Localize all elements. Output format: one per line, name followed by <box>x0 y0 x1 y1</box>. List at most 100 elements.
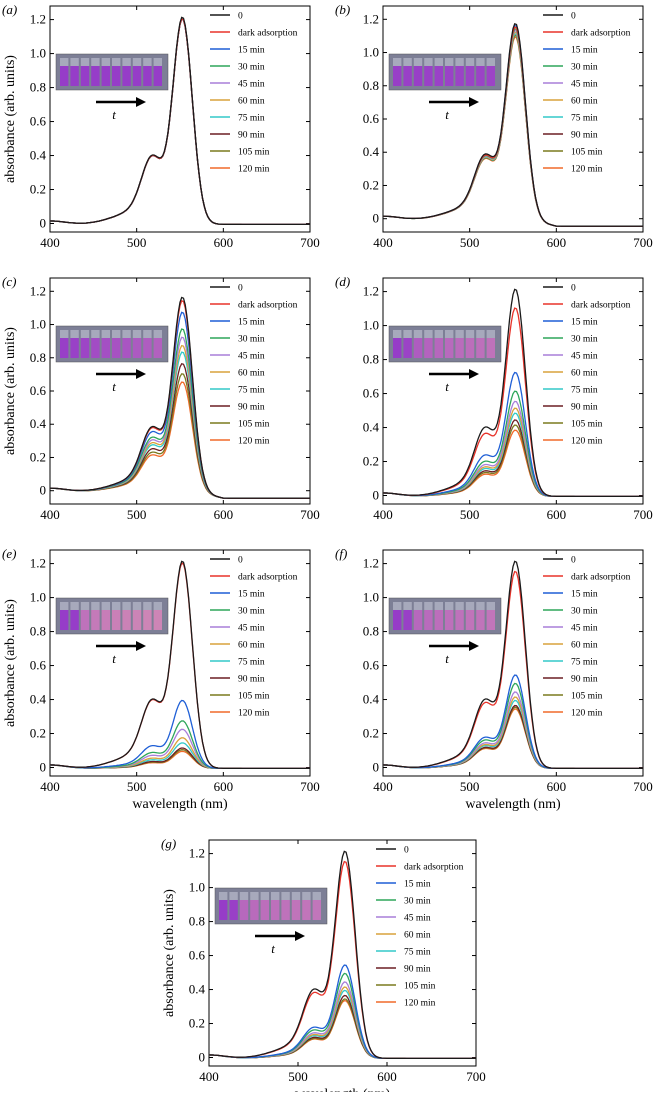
cuvette <box>393 610 402 630</box>
cuvette <box>250 900 259 920</box>
cuvette <box>219 900 228 920</box>
time-arrow-label: t <box>112 107 116 122</box>
cuvette-cap <box>302 892 311 900</box>
y-tick-label: 0.4 <box>30 148 47 163</box>
legend-label: 75 min <box>238 658 265 668</box>
cuvette-cap <box>153 58 162 66</box>
cuvette-cap <box>291 892 301 900</box>
cuvette-cap <box>70 330 79 338</box>
cuvette <box>101 66 110 86</box>
y-tick-label: 0 <box>40 216 47 231</box>
x-tick-label: 400 <box>373 779 393 794</box>
x-tick-label: 400 <box>40 779 60 794</box>
series-line <box>209 994 476 1060</box>
legend-label: 90 min <box>571 675 598 685</box>
cuvette <box>445 610 454 630</box>
legend-label: 120 min <box>571 709 603 719</box>
cuvette <box>455 610 464 630</box>
legend-label: 30 min <box>238 607 265 617</box>
cuvette <box>91 610 100 630</box>
cuvette-cap <box>122 330 131 338</box>
series-line <box>50 750 310 770</box>
cuvette-cap <box>101 602 110 610</box>
y-tick-label: 0.4 <box>30 416 47 431</box>
x-tick-label: 500 <box>460 779 480 794</box>
cuvette-cap <box>132 602 142 610</box>
cuvette-inset-photo <box>388 597 502 635</box>
cuvette-cap <box>403 602 412 610</box>
cuvette <box>393 66 402 86</box>
cuvette <box>291 900 301 920</box>
x-tick-label: 500 <box>127 507 147 522</box>
legend-label: 15 min <box>571 46 598 56</box>
legend-label: 60 min <box>404 931 431 941</box>
y-tick-label: 0.4 <box>363 420 380 435</box>
cuvette-cap <box>271 892 280 900</box>
x-tick-label: 500 <box>460 235 480 250</box>
y-tick-label: 1.0 <box>189 880 205 895</box>
cuvette <box>70 610 79 630</box>
series-line <box>50 18 310 226</box>
series-line <box>383 22 643 227</box>
cuvette <box>424 338 433 358</box>
cuvette <box>153 66 162 86</box>
legend-label: 120 min <box>404 999 436 1009</box>
legend-label: 75 min <box>404 948 431 958</box>
legend-label: 30 min <box>238 63 265 73</box>
cuvette-cap <box>153 602 162 610</box>
x-tick-label: 600 <box>547 507 567 522</box>
cuvette-cap <box>80 330 90 338</box>
cuvette <box>424 610 433 630</box>
x-tick-label: 600 <box>214 235 234 250</box>
cuvette <box>413 610 423 630</box>
cuvette-cap <box>112 602 121 610</box>
cuvette <box>80 338 90 358</box>
y-tick-label: 0.8 <box>363 78 379 93</box>
y-tick-label: 0.2 <box>363 177 379 192</box>
time-arrow-label: t <box>445 379 449 394</box>
x-tick-label: 400 <box>373 235 393 250</box>
y-tick-label: 0.2 <box>30 449 46 464</box>
cuvette-cap <box>60 58 69 66</box>
cuvette-cap <box>91 602 100 610</box>
cuvette-cap <box>312 892 321 900</box>
legend-label: 105 min <box>238 692 270 702</box>
legend-label: 90 min <box>571 403 598 413</box>
cuvette <box>260 900 269 920</box>
panel-label: (e) <box>2 546 16 561</box>
cuvette <box>91 338 100 358</box>
cuvette-cap <box>70 602 79 610</box>
x-tick-label: 600 <box>377 1069 397 1084</box>
cuvette-cap <box>122 58 131 66</box>
legend-label: 0 <box>404 846 409 856</box>
cuvette-inset-photo <box>55 53 169 91</box>
cuvette-cap <box>153 330 162 338</box>
cuvette <box>465 338 475 358</box>
cuvette-cap <box>91 58 100 66</box>
legend-label: dark adsorption <box>571 301 631 311</box>
y-tick-label: 0 <box>373 760 380 775</box>
cuvette-cap <box>101 58 110 66</box>
series-line <box>50 742 310 770</box>
legend-label: 75 min <box>571 386 598 396</box>
curves-group <box>383 22 643 227</box>
legend-label: 90 min <box>238 675 265 685</box>
plot-frame <box>49 549 311 777</box>
series-line <box>50 720 310 770</box>
y-tick-label: 0.6 <box>30 383 47 398</box>
cuvette <box>476 338 485 358</box>
legend-label: 15 min <box>238 318 265 328</box>
y-tick-label: 1.0 <box>363 590 379 605</box>
cuvette-cap <box>393 58 402 66</box>
x-tick-label: 400 <box>199 1069 219 1084</box>
curves-group <box>50 16 310 226</box>
time-arrow-head <box>469 369 479 379</box>
legend-label: 105 min <box>238 420 270 430</box>
cuvette <box>434 338 443 358</box>
cuvette-cap <box>413 602 423 610</box>
series-line <box>383 429 643 498</box>
cuvette <box>281 900 290 920</box>
series-line <box>50 18 310 226</box>
cuvette <box>455 338 464 358</box>
legend-label: dark adsorption <box>238 573 298 583</box>
